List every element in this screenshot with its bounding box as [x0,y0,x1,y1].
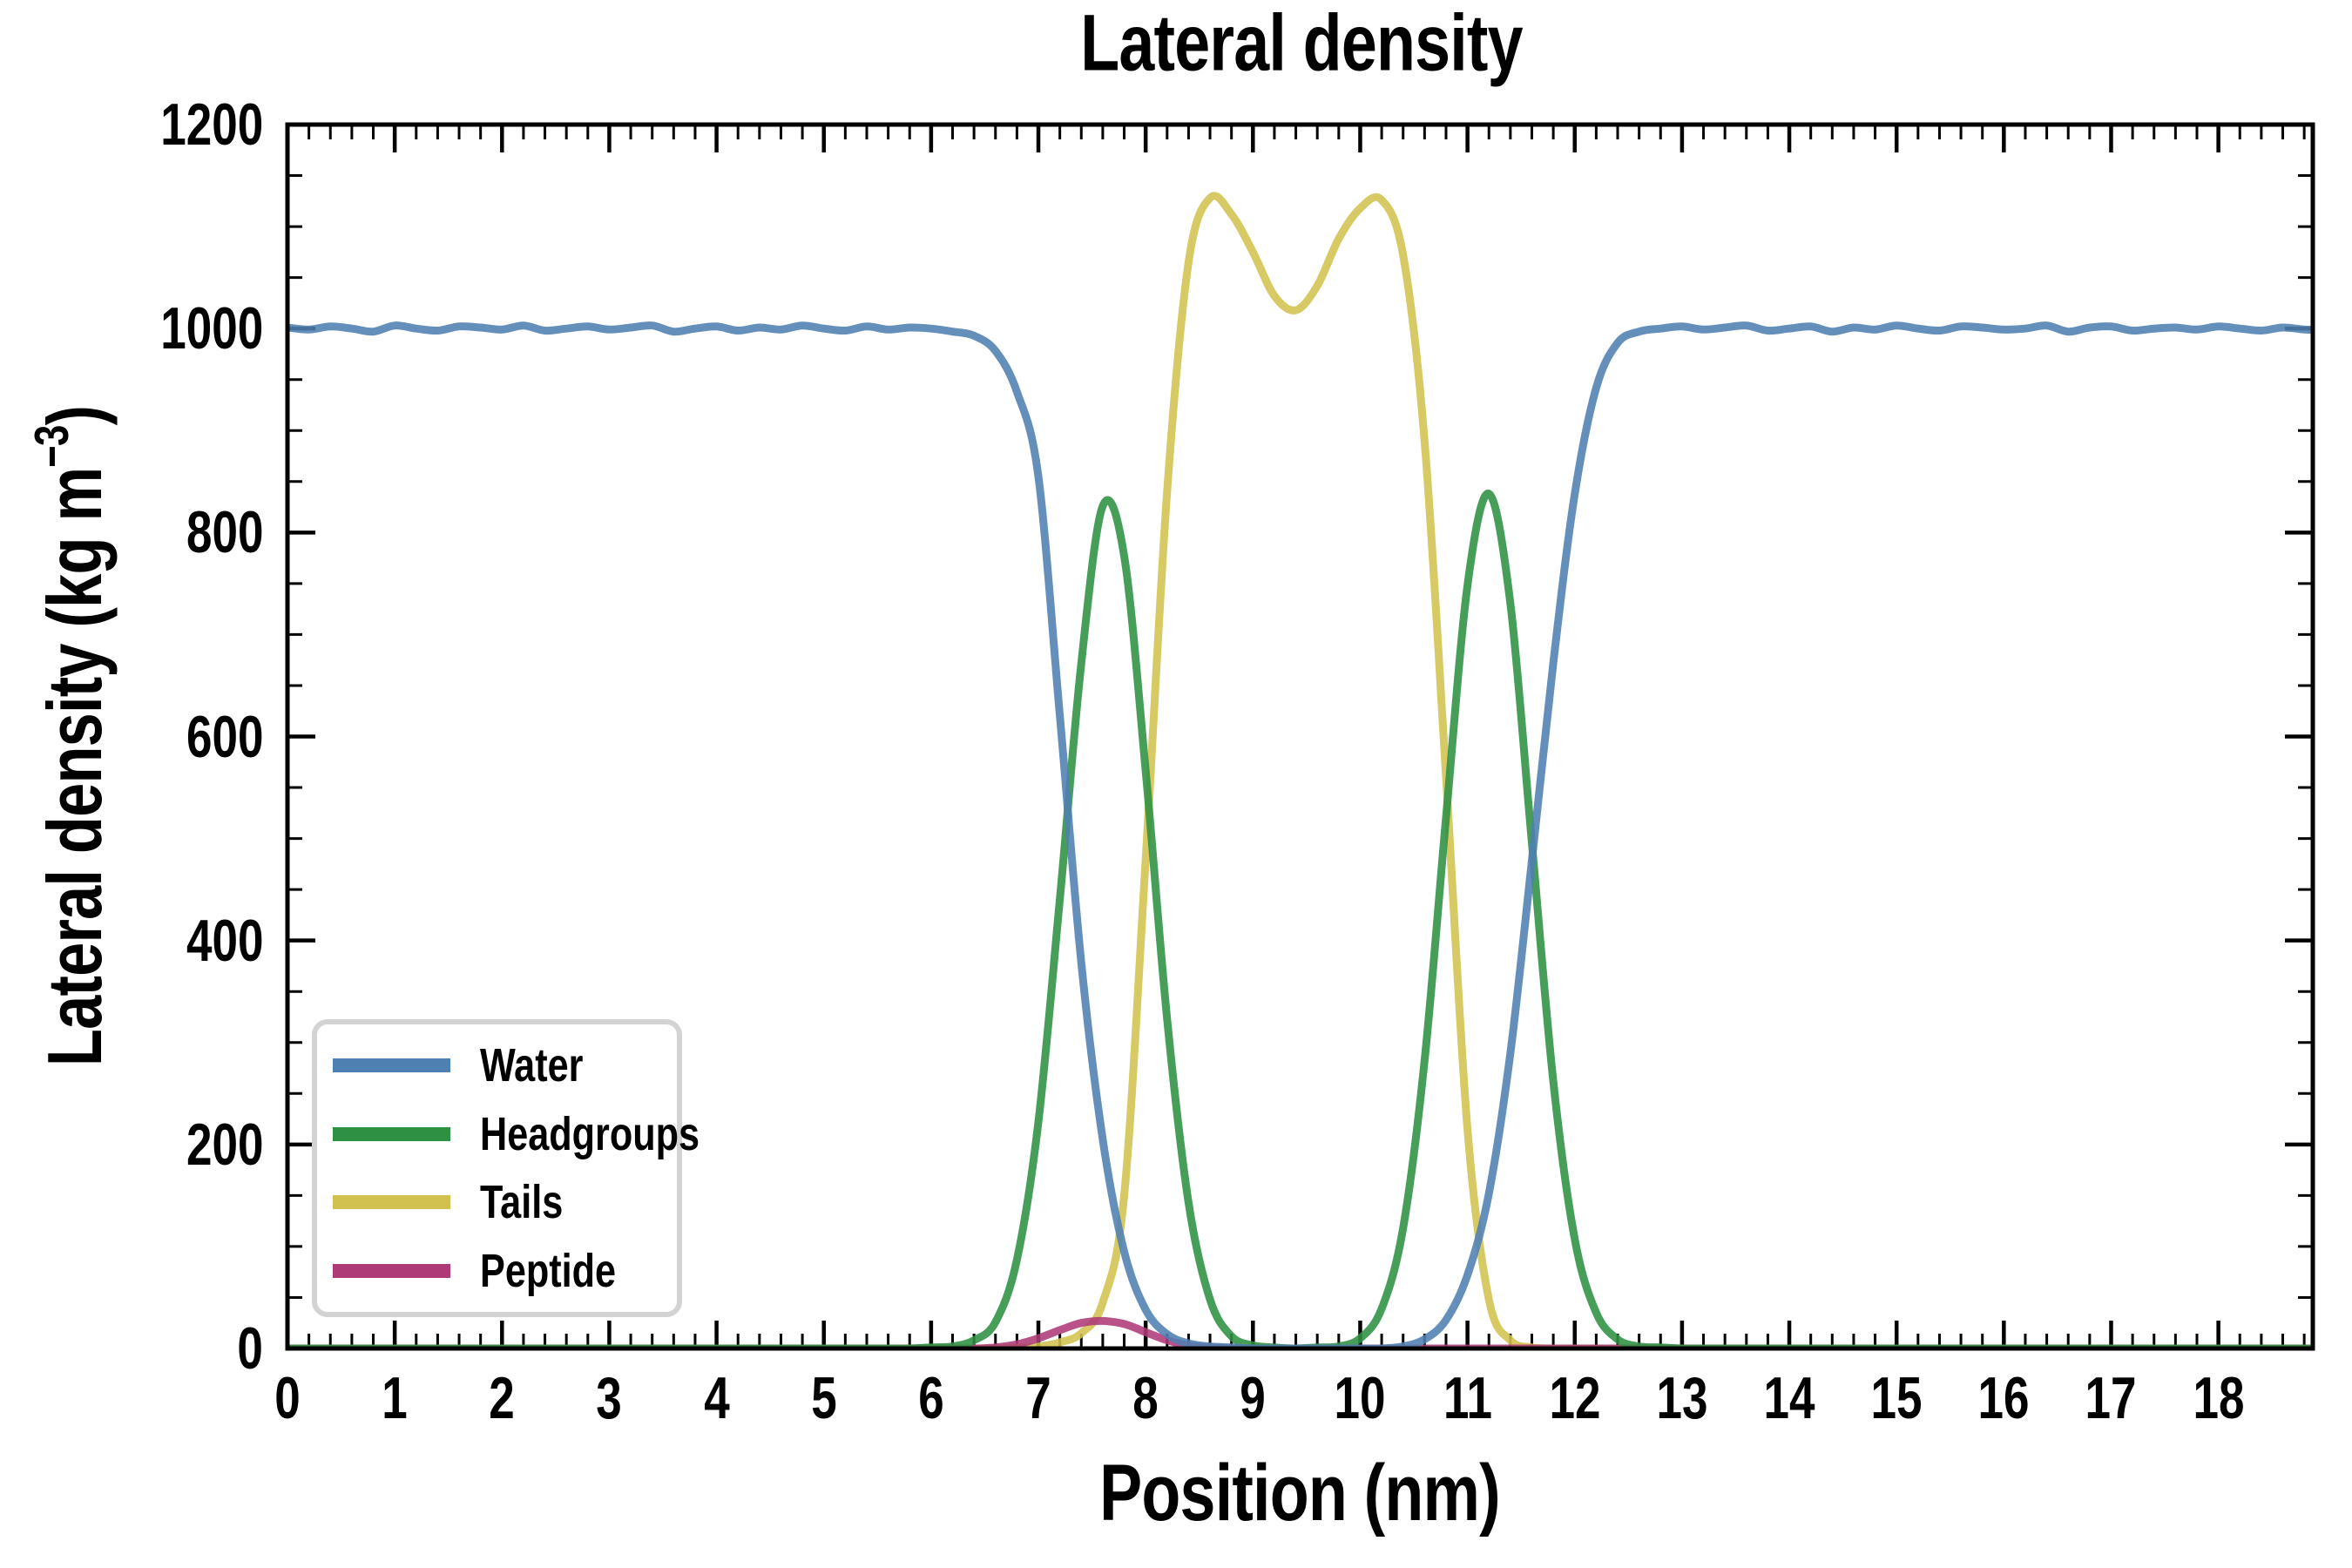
x-tick-label: 9 [1240,1365,1267,1431]
x-tick-label: 3 [596,1365,623,1431]
plot-frame [285,122,2315,1351]
y-tick-label: 200 [186,1111,263,1178]
tails-line-swatch [333,1195,450,1210]
x-tick-label: 6 [918,1365,944,1431]
series-line-tails [287,192,2313,1348]
x-tick-label: 2 [489,1365,516,1431]
y-tick-label: 1200 [160,91,263,158]
legend-label-tails: Tails [480,1176,564,1229]
x-tick-label: 18 [2193,1365,2245,1431]
x-tick-label: 11 [1443,1365,1492,1431]
y-tick-label: 400 [186,907,263,974]
legend-entry-peptide: Peptide [333,1244,677,1298]
y-axis-label-exponent: −3 [24,425,78,468]
x-tick-label: 16 [1977,1365,2030,1431]
y-tick-label: 800 [186,499,263,566]
legend-box: Water Headgroups Tails Peptide [312,1019,700,1317]
x-tick-label: 13 [1656,1365,1708,1431]
x-tick-label: 12 [1549,1365,1601,1431]
x-tick-label: 14 [1763,1365,1815,1431]
x-tick-label: 17 [2085,1365,2137,1431]
x-tick-label: 1 [382,1365,408,1431]
x-tick-label: 10 [1334,1365,1386,1431]
legend-label-water: Water [480,1039,584,1092]
x-tick-label: 7 [1025,1365,1051,1431]
x-tick-label: 5 [810,1365,837,1431]
legend-entry-water: Water [333,1038,677,1092]
peptide-line-swatch [333,1263,450,1278]
x-axis-label: Position (nm) [1099,1449,1501,1538]
legend-entry-headgroups: Headgroups [333,1107,700,1161]
y-axis-label: Lateral density (kg m−3) [25,405,119,1067]
y-axis-label-text: Lateral density (kg m [31,467,118,1067]
x-tick-label: 15 [1870,1365,1923,1431]
x-tick-label: 8 [1132,1365,1159,1431]
x-tick-label: 4 [703,1365,730,1431]
series-line-peptide [287,1316,2313,1348]
y-tick-label: 0 [237,1315,263,1382]
water-line-swatch [333,1058,450,1073]
chart-title: Lateral density [1080,0,1523,88]
headgroups-line-swatch [333,1126,450,1141]
legend-label-peptide: Peptide [480,1244,617,1297]
y-tick-label: 600 [186,703,263,770]
y-tick-label: 1000 [160,295,263,362]
legend-entry-tails: Tails [333,1175,677,1229]
series-line-water [287,321,2313,1348]
y-axis-label-close: ) [31,405,118,426]
legend-label-headgroups: Headgroups [480,1107,700,1160]
x-tick-label: 0 [274,1365,301,1431]
axis-ticks [285,122,2313,1351]
